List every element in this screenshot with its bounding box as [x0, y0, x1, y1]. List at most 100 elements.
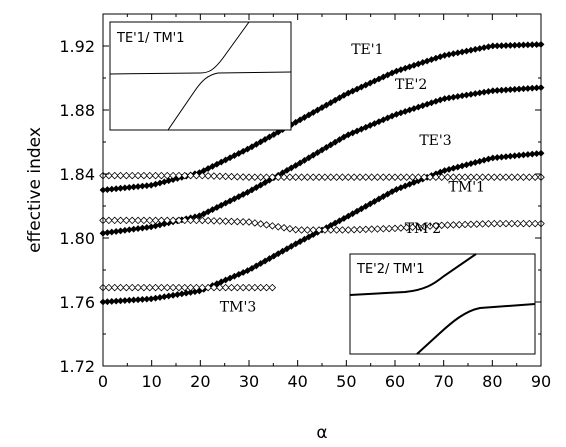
data-point	[350, 225, 358, 234]
data-point	[105, 283, 113, 292]
data-point	[367, 225, 376, 233]
data-point	[204, 216, 212, 225]
data-point	[151, 283, 160, 292]
data-point	[388, 188, 396, 196]
data-point	[221, 283, 230, 292]
data-point	[134, 216, 142, 225]
data-point	[244, 267, 251, 275]
data-point	[531, 173, 539, 181]
data-point	[519, 219, 528, 228]
data-point	[414, 223, 423, 231]
data-point	[268, 173, 277, 181]
data-point	[227, 172, 236, 181]
data-point	[397, 173, 405, 181]
data-point	[362, 173, 370, 181]
data-point	[303, 173, 312, 181]
data-point	[455, 173, 464, 181]
data-point	[350, 173, 358, 181]
data-point	[321, 226, 329, 234]
inset-te2-tm1-lower-curve	[416, 303, 536, 355]
y-tick-label: 1.84	[59, 165, 95, 184]
data-point	[248, 186, 256, 194]
x-tick-label: 90	[531, 372, 551, 391]
data-point	[366, 200, 374, 208]
data-point	[340, 215, 348, 222]
data-point	[210, 217, 218, 225]
data-point	[251, 283, 259, 292]
data-point	[122, 283, 131, 292]
data-point	[157, 171, 166, 180]
data-point	[198, 216, 207, 225]
data-point	[283, 166, 291, 174]
data-point	[217, 158, 225, 166]
data-point	[420, 222, 428, 231]
data-point	[309, 226, 318, 234]
data-point	[286, 224, 294, 233]
data-point	[449, 173, 458, 181]
data-point	[432, 173, 440, 181]
x-tick-label: 60	[385, 372, 405, 391]
data-point	[256, 220, 265, 228]
y-tick-label: 1.92	[59, 37, 95, 56]
data-point	[251, 173, 259, 181]
data-point	[221, 217, 230, 225]
data-point	[233, 217, 242, 226]
data-point	[151, 171, 160, 180]
data-point	[169, 283, 177, 292]
inset-te1-tm1-title: TE'1/ TM'1	[116, 31, 185, 46]
data-point	[490, 219, 499, 228]
y-tick-label: 1.76	[59, 293, 95, 312]
x-tick-label: 70	[433, 372, 453, 391]
data-point	[262, 173, 271, 181]
data-point	[252, 140, 260, 148]
data-point	[467, 220, 475, 229]
data-point	[414, 173, 423, 181]
data-point	[375, 195, 383, 203]
data-point	[226, 154, 234, 162]
data-point	[251, 219, 259, 227]
data-point	[426, 222, 434, 230]
data-point	[287, 242, 295, 250]
data-point	[331, 96, 339, 104]
data-point	[110, 216, 119, 225]
data-point	[296, 116, 304, 124]
data-point	[110, 171, 119, 180]
data-point	[210, 172, 218, 180]
data-point	[175, 283, 183, 292]
x-tick-label: 80	[482, 372, 502, 391]
data-point	[314, 106, 322, 114]
inset-te1-tm1: TE'1/ TM'1	[109, 21, 292, 131]
data-point	[344, 226, 353, 234]
data-point	[502, 173, 510, 181]
data-point	[248, 143, 256, 151]
data-point	[443, 221, 452, 229]
inset-te1-tm1-lower-curve	[167, 71, 292, 131]
data-point	[449, 221, 458, 229]
data-point	[274, 250, 282, 258]
data-point	[305, 111, 313, 119]
data-point	[122, 171, 131, 180]
data-point	[198, 171, 207, 180]
data-point	[432, 221, 440, 230]
data-point	[244, 145, 251, 153]
data-point	[213, 160, 221, 168]
data-point	[301, 113, 308, 121]
data-point	[525, 219, 534, 228]
data-point	[292, 240, 300, 248]
data-point	[128, 283, 136, 292]
data-point	[216, 283, 224, 292]
data-point	[233, 283, 242, 292]
data-point	[180, 216, 189, 225]
data-point	[257, 260, 265, 267]
data-point	[134, 171, 142, 180]
data-point	[261, 179, 269, 187]
data-point	[426, 173, 434, 181]
data-point	[367, 173, 376, 181]
inset-te2-tm1: TE'2/ TM'1	[349, 253, 536, 355]
data-point	[309, 151, 317, 159]
data-point	[297, 226, 306, 234]
data-point	[239, 283, 247, 292]
data-point	[340, 91, 348, 99]
data-point	[128, 216, 136, 225]
